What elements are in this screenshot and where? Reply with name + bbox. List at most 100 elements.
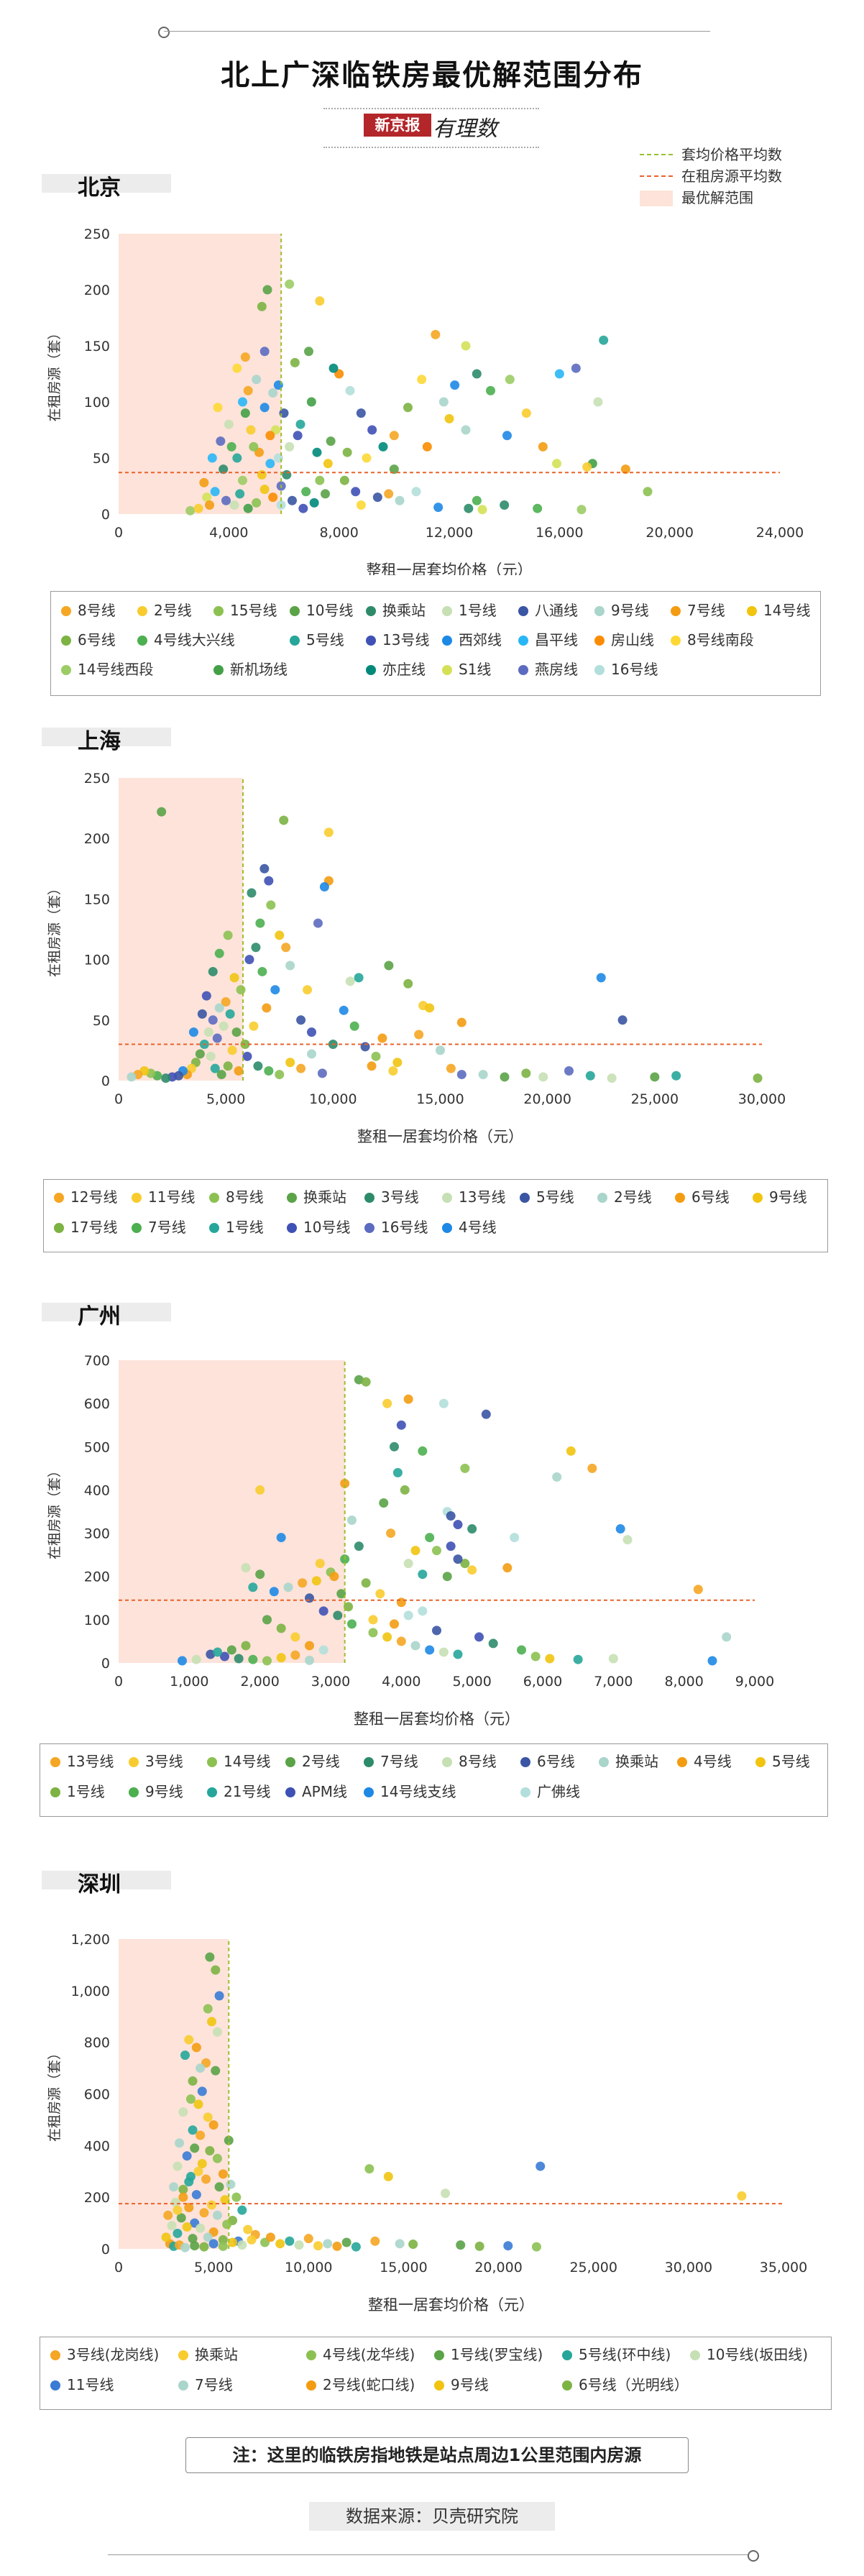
- legend-dot: [366, 665, 376, 675]
- data-point: [351, 2242, 361, 2252]
- x-tick-label: 4,000: [209, 525, 248, 541]
- data-point: [212, 2027, 222, 2037]
- data-point: [502, 431, 512, 441]
- data-point: [195, 1049, 205, 1059]
- city-bar-guangzhou: [42, 1303, 171, 1321]
- legend-item: 13号线: [366, 631, 429, 648]
- data-point: [285, 279, 295, 289]
- y-tick-label: 300: [84, 1526, 110, 1542]
- x-tick-label: 6,000: [523, 1674, 562, 1690]
- legend-item: 3号线(龙岗线): [50, 2346, 159, 2363]
- legend-item: 燕房线: [518, 661, 578, 678]
- data-point: [203, 1027, 213, 1037]
- page-title: 北上广深临铁房最优解范围分布: [221, 59, 643, 92]
- data-point: [226, 1645, 236, 1655]
- legend-label: 11号线: [148, 1188, 196, 1206]
- legend-dot: [61, 606, 71, 616]
- legend-item: 4号线大兴线: [137, 631, 235, 648]
- data-point: [193, 503, 203, 513]
- legend-label: 八通线: [535, 602, 578, 619]
- data-point: [336, 1589, 346, 1599]
- brand-box-text: 新京报: [364, 114, 431, 137]
- data-point: [436, 1045, 445, 1055]
- legend-dot: [594, 606, 605, 616]
- brand-script-text: 有理数: [433, 116, 497, 142]
- data-point: [323, 459, 333, 469]
- data-point: [502, 1563, 513, 1573]
- legend-label: 2号线(蛇口线): [323, 2376, 415, 2393]
- data-point: [290, 1632, 300, 1642]
- data-point: [224, 419, 234, 429]
- data-point: [298, 503, 308, 513]
- data-point: [161, 2232, 171, 2242]
- data-source: 数据来源：贝壳研究院: [309, 2502, 555, 2531]
- data-point: [474, 2241, 484, 2251]
- data-point: [252, 375, 262, 385]
- legend-label: 4号线: [694, 1753, 732, 1770]
- legend-dot: [597, 1193, 607, 1203]
- optimal-region: [119, 1939, 229, 2249]
- data-point: [596, 973, 606, 983]
- data-point: [383, 2171, 393, 2181]
- data-point: [276, 1623, 286, 1633]
- data-point: [236, 985, 246, 995]
- data-point: [262, 1615, 272, 1625]
- data-point: [223, 1061, 233, 1071]
- legend-item: 1号线(罗宝线): [434, 2346, 543, 2363]
- legend-label: 14号线: [224, 1753, 271, 1770]
- data-point: [361, 1377, 371, 1387]
- data-point: [323, 828, 334, 838]
- x-tick-label: 25,000: [631, 1091, 679, 1107]
- city-title-shenzhen: 深圳: [78, 1872, 121, 1897]
- x-tick-label: 5,000: [206, 1091, 245, 1107]
- data-point: [340, 1478, 350, 1488]
- legend-label: 6号线（光明线）: [579, 2376, 689, 2393]
- data-point: [446, 1063, 456, 1073]
- legend-item: 2号线: [285, 1753, 340, 1770]
- legend-item: 14号线: [207, 1753, 270, 1770]
- data-point: [349, 1021, 359, 1031]
- legend-dot: [518, 636, 528, 646]
- data-point: [223, 930, 233, 940]
- data-point: [212, 2210, 222, 2220]
- data-point: [408, 2240, 418, 2250]
- y-tick-label: 0: [101, 507, 110, 523]
- legend-dot: [213, 606, 224, 616]
- data-point: [169, 2182, 179, 2192]
- legend-item: 7号线: [132, 1219, 186, 1236]
- data-point: [259, 347, 270, 357]
- data-point: [442, 1572, 452, 1582]
- legend-label: 1号线(罗宝线): [451, 2346, 543, 2363]
- legend-dot: [285, 1757, 295, 1767]
- data-point: [576, 505, 587, 515]
- data-point: [375, 1589, 385, 1599]
- y-tick-label: 1,000: [71, 1984, 110, 1999]
- data-point: [208, 1015, 218, 1025]
- legend-label: 4号线(龙华线): [323, 2346, 415, 2363]
- data-point: [301, 487, 311, 497]
- x-tick-label: 15,000: [380, 2260, 427, 2275]
- legend-dot: [442, 665, 452, 675]
- legend-item: 9号线: [594, 602, 649, 619]
- legend-label: 6号线: [78, 631, 116, 648]
- x-tick-label: 4,000: [382, 1674, 420, 1690]
- data-point: [213, 403, 223, 413]
- data-point: [367, 1061, 377, 1071]
- y-tick-label: 400: [84, 1482, 110, 1498]
- legend-label: 8号线: [459, 1753, 497, 1770]
- legend-item: 15号线: [213, 602, 277, 619]
- data-point: [461, 425, 471, 435]
- data-point: [243, 2224, 253, 2234]
- legend-item: 换乘站: [366, 602, 426, 619]
- legend-label: 16号线: [611, 661, 658, 678]
- legend-dot: [306, 2380, 316, 2391]
- data-point: [251, 943, 261, 953]
- y-tick-label: 200: [84, 2190, 110, 2206]
- legend-dot: [675, 1193, 685, 1203]
- data-point: [425, 1003, 435, 1013]
- data-point: [396, 1420, 406, 1430]
- data-point: [173, 2205, 183, 2215]
- legend-dot: [442, 1193, 452, 1203]
- data-point: [486, 385, 495, 395]
- legend-item: 1号线: [50, 1783, 105, 1800]
